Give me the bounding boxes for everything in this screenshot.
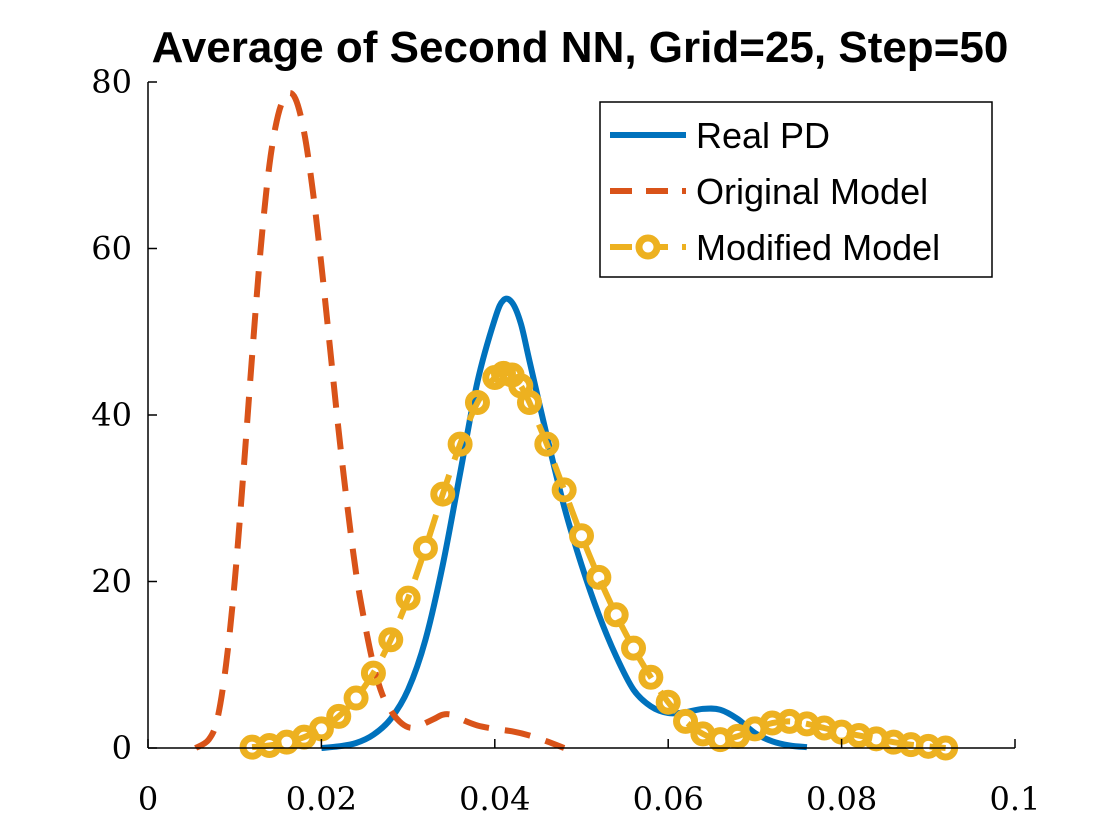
x-tick-label: 0.02	[286, 780, 357, 818]
plot-area	[194, 89, 959, 761]
series-1	[194, 89, 566, 751]
series-line-2	[251, 370, 946, 751]
y-tick-label: 20	[91, 563, 132, 601]
series-point-2-6	[343, 685, 369, 711]
series-point-2-25	[638, 664, 664, 690]
series-point-2-9	[395, 585, 421, 611]
legend-label-2: Modified Model	[696, 227, 940, 268]
series-point-2-21	[569, 523, 594, 549]
series-point-2-10	[412, 535, 438, 561]
x-tick-label: 0.04	[459, 780, 530, 818]
series-point-2-18	[516, 390, 542, 416]
y-tick-label: 0	[112, 729, 132, 767]
legend-label-0: Real PD	[696, 115, 830, 156]
series-point-2-20	[551, 477, 577, 503]
series-point-2-19	[534, 431, 560, 457]
legend-item-1[interactable]: Original Model	[610, 171, 928, 212]
series-point-2-27	[673, 708, 699, 734]
series-point-2-4	[308, 716, 334, 742]
series-line-1	[194, 89, 566, 751]
legend-item-0[interactable]: Real PD	[610, 115, 830, 156]
axes: 0 0.02 0.04 0.06 0.08 0.1 0 20 40 60 80	[91, 63, 1040, 818]
chart-title: Average of Second NN, Grid=25, Step=50	[152, 23, 1009, 72]
y-tick-label: 40	[91, 396, 132, 434]
series-point-2-23	[603, 602, 629, 628]
x-tick-label: 0	[138, 780, 158, 818]
series-line-0	[321, 295, 808, 751]
legend-marker-2	[635, 234, 661, 260]
series-point-2-7	[360, 660, 386, 686]
y-tick-label: 60	[91, 230, 132, 268]
series-point-2-22	[586, 564, 612, 590]
x-tick-label: 0.1	[990, 780, 1041, 818]
x-tick-label: 0.08	[806, 780, 877, 818]
legend-label-1: Original Model	[696, 171, 928, 212]
series-point-2-11	[430, 481, 456, 507]
x-tick-label: 0.06	[633, 780, 704, 818]
series-0	[321, 295, 808, 751]
series-point-2-26	[655, 689, 681, 715]
series-point-2-13	[464, 390, 490, 416]
series-point-2-5	[326, 703, 352, 729]
series-2	[239, 360, 959, 761]
legend[interactable]: Real PD Original Model Modified Model	[599, 101, 993, 278]
series-point-2-8	[378, 627, 404, 653]
y-tick-label: 80	[91, 63, 132, 101]
series-point-2-12	[447, 431, 473, 457]
legend-item-2[interactable]: Modified Model	[610, 227, 940, 268]
series-point-2-24	[621, 635, 647, 661]
